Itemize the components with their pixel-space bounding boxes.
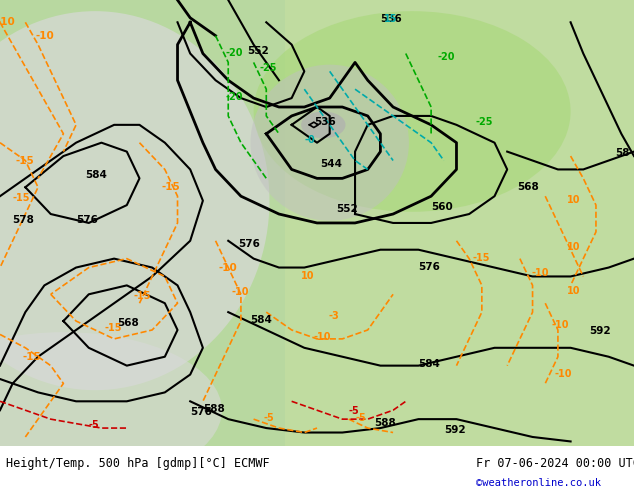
Text: -15: -15 bbox=[472, 253, 490, 263]
Text: -15: -15 bbox=[105, 323, 122, 333]
Text: 10: 10 bbox=[567, 242, 581, 252]
Text: 58: 58 bbox=[615, 148, 630, 158]
Text: 576: 576 bbox=[190, 407, 212, 416]
Text: 15: 15 bbox=[384, 14, 397, 24]
Text: 588: 588 bbox=[374, 418, 396, 428]
Text: 10: 10 bbox=[301, 270, 314, 281]
Text: Fr 07-06-2024 00:00 UTC (00+240): Fr 07-06-2024 00:00 UTC (00+240) bbox=[476, 457, 634, 470]
Text: -15: -15 bbox=[16, 155, 35, 166]
Text: -5: -5 bbox=[263, 414, 274, 423]
Text: -20: -20 bbox=[225, 92, 243, 102]
Ellipse shape bbox=[0, 332, 222, 488]
Text: -25: -25 bbox=[476, 117, 493, 127]
Text: 568: 568 bbox=[517, 181, 538, 192]
Text: -10: -10 bbox=[555, 369, 573, 379]
Text: 536: 536 bbox=[380, 14, 402, 24]
Text: -25: -25 bbox=[260, 63, 278, 74]
Text: 552: 552 bbox=[336, 204, 358, 214]
Text: 584: 584 bbox=[250, 315, 273, 325]
Text: -10: -10 bbox=[219, 263, 238, 272]
Text: 10: 10 bbox=[567, 195, 581, 205]
Ellipse shape bbox=[254, 11, 571, 212]
Text: -10: -10 bbox=[531, 269, 549, 278]
Text: -15: -15 bbox=[22, 352, 41, 362]
Text: 552: 552 bbox=[247, 46, 269, 55]
Text: 588: 588 bbox=[203, 404, 224, 415]
Text: -20: -20 bbox=[437, 52, 455, 62]
Text: ©weatheronline.co.uk: ©weatheronline.co.uk bbox=[476, 478, 600, 489]
Text: 536: 536 bbox=[314, 117, 335, 127]
Text: 576: 576 bbox=[238, 240, 260, 249]
Text: -10: -10 bbox=[231, 287, 249, 297]
Ellipse shape bbox=[301, 112, 346, 138]
Text: -10: -10 bbox=[35, 31, 54, 41]
Text: 584: 584 bbox=[418, 359, 441, 368]
Text: -10: -10 bbox=[314, 332, 332, 342]
Text: -15: -15 bbox=[162, 182, 181, 192]
Text: 592: 592 bbox=[444, 424, 465, 435]
Text: -15: -15 bbox=[133, 291, 151, 301]
Text: 568: 568 bbox=[117, 318, 139, 327]
Text: -20: -20 bbox=[225, 48, 243, 58]
Text: 10: 10 bbox=[567, 286, 581, 296]
Text: -5: -5 bbox=[355, 414, 366, 423]
Text: -5: -5 bbox=[89, 420, 100, 430]
Text: -5: -5 bbox=[349, 406, 359, 416]
Ellipse shape bbox=[0, 11, 269, 390]
Text: 544: 544 bbox=[320, 159, 342, 169]
Text: -0: -0 bbox=[304, 135, 315, 145]
Text: 576: 576 bbox=[76, 215, 98, 225]
Text: 576: 576 bbox=[418, 262, 441, 272]
Bar bbox=[285, 0, 634, 446]
Text: 592: 592 bbox=[590, 326, 611, 337]
Ellipse shape bbox=[250, 65, 409, 220]
Text: 584: 584 bbox=[86, 171, 108, 180]
Text: 560: 560 bbox=[431, 201, 453, 212]
Text: -10: -10 bbox=[0, 17, 16, 27]
Text: -15: -15 bbox=[13, 193, 30, 203]
Text: 578: 578 bbox=[13, 215, 35, 225]
Text: -10: -10 bbox=[552, 320, 569, 330]
Text: -3: -3 bbox=[328, 311, 339, 321]
Text: Height/Temp. 500 hPa [gdmp][°C] ECMWF: Height/Temp. 500 hPa [gdmp][°C] ECMWF bbox=[6, 457, 270, 470]
